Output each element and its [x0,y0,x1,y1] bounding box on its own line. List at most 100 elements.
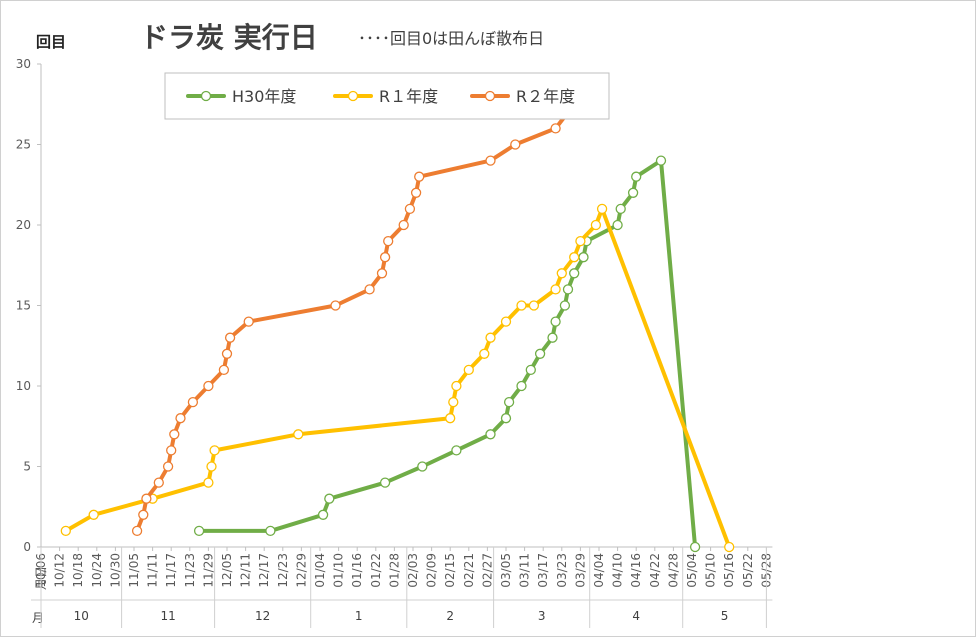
data-point [265,525,276,537]
x-tick-label: 01/04 [313,553,327,588]
data-point [293,429,304,440]
data-point [138,509,149,520]
legend: H30年度 R１年度 R２年度 [164,72,610,120]
data-point [612,219,623,231]
data-point [410,187,422,198]
chart-title: ドラ炭 実行日 [140,21,318,54]
data-point [451,445,462,456]
x-tick-label: 12/05 [220,553,234,588]
legend-swatch-marker [347,90,359,102]
data-point [379,477,391,488]
x-tick-label: 04/22 [648,553,662,588]
data-point [516,300,527,311]
x-tick-label: 02/09 [425,553,439,588]
data-point [209,445,220,456]
x-tick-label: 11/17 [164,553,178,588]
data-point [485,155,496,166]
data-point [324,493,335,504]
data-point [516,380,527,392]
data-point [131,525,143,537]
series-3 [131,107,574,537]
x-tick-label: 03/05 [499,553,513,588]
y-tick-label: 0 [23,540,31,554]
data-point [162,461,174,472]
data-point [724,541,735,553]
x-tick-label: 04/16 [629,553,643,588]
data-point [404,203,416,215]
data-point [556,268,567,279]
data-point [169,429,180,440]
data-point [193,525,205,537]
x-tick-label: 11/23 [183,553,197,588]
data-point [590,219,602,231]
month-label: 2 [446,609,454,623]
data-point [203,477,214,488]
data-point [243,316,254,327]
x-tick-label: 05/04 [685,553,699,588]
data-point [221,348,233,359]
data-point [575,235,586,247]
y-tick-label: 5 [23,460,31,474]
y-axis-label: 回目 [36,33,66,51]
month-label: 12 [255,609,270,623]
data-point [414,171,425,182]
x-tick-label: 11/29 [201,553,215,588]
data-point [317,509,329,520]
x-tick-label: 10/24 [90,553,104,588]
data-point [569,268,580,279]
month-row-label: 月 [32,611,44,625]
x-tick-label: 11/05 [127,553,141,588]
x-tick-label: 11/11 [146,553,160,588]
data-point [528,300,540,311]
data-point [224,332,236,343]
legend-box [164,72,610,120]
x-tick-label: 05/16 [722,553,736,588]
data-point [503,396,515,408]
x-tick-label: 02/27 [480,553,494,588]
y-tick-label: 10 [16,379,31,393]
data-point [525,364,536,376]
x-tick-label: 01/22 [369,553,383,588]
y-tick-label: 20 [16,218,31,232]
data-point [550,123,561,134]
data-point [153,477,164,488]
data-point [627,187,639,198]
x-tick-label: 01/10 [332,553,346,588]
data-point [578,252,589,263]
legend-label: R２年度 [516,87,575,106]
data-point [376,268,388,279]
x-tick-label: 03/11 [518,553,532,588]
x-tick-label: 12/17 [257,553,271,588]
x-tick-label: 12/23 [276,553,290,588]
data-point [166,445,177,456]
y-tick-label: 30 [16,57,31,71]
x-tick-label: 04/28 [666,553,680,588]
x-tick-label: 12/29 [294,553,308,588]
data-point [203,380,214,392]
data-point [547,332,558,343]
x-tick-label: 10/18 [71,553,85,588]
data-point [534,348,546,359]
data-point [206,461,217,472]
data-point [479,348,490,359]
month-label: 11 [160,609,175,623]
x-tick-label: 04/10 [611,553,625,588]
legend-swatch-marker [200,90,212,102]
data-point [451,380,462,392]
data-point [60,525,71,537]
data-point [463,364,474,376]
data-point [596,203,608,215]
y-tick-label: 25 [16,138,31,152]
x-tick-label: 03/17 [536,553,550,588]
data-point [550,284,561,295]
data-point [485,429,496,440]
data-point [364,284,375,295]
data-point [187,396,199,408]
x-tick-label: 12/11 [239,553,253,588]
x-tick-label: 05/10 [704,553,718,588]
x-tick-label: 01/28 [387,553,401,588]
x-tick-label: 01/16 [350,553,364,588]
data-point [175,413,186,424]
data-point [448,396,459,408]
